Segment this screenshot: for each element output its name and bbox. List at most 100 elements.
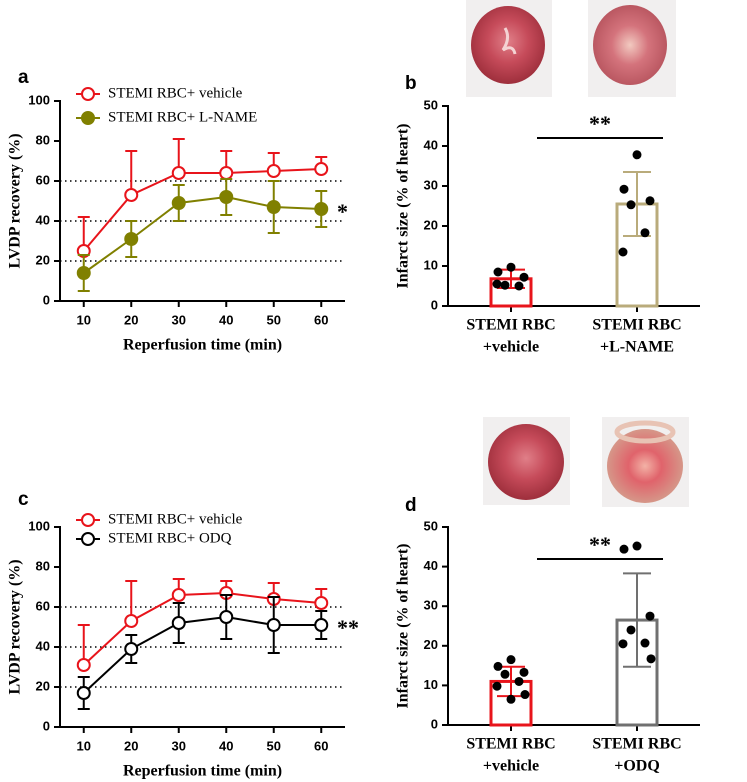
data-point [640,638,650,648]
marker [266,164,281,178]
error-bar [623,572,651,668]
data-point [506,262,516,272]
y-tick-label: 40 [424,558,438,573]
y-tick-label: 10 [424,677,438,692]
data-point [493,661,503,671]
marker [219,166,234,180]
marker [171,166,186,180]
marker [76,658,91,672]
y-tick-label: 50 [424,97,438,112]
x-tick-label: STEMI RBC [466,736,555,753]
panel-label: d [405,495,417,516]
y-tick-label: 20 [36,252,50,267]
marker [266,618,281,632]
y-tick-label: 20 [424,637,438,652]
x-tick-label: 40 [219,738,233,753]
series-line [83,591,322,666]
y-axis-label: LVDP recovery (%) [7,559,24,694]
y-axis-label: LVDP recovery (%) [7,133,24,268]
panel-label: b [405,73,417,94]
x-tick-label: +vehicle [483,758,539,775]
significance: ** [589,532,611,557]
data-point [506,694,516,704]
legend-marker [81,532,95,546]
error-bar [125,150,138,195]
x-tick-label: 50 [267,738,281,753]
y-tick-label: 80 [36,132,50,147]
x-tick-label: 30 [172,738,186,753]
data-point [619,544,629,554]
x-tick-label: 30 [172,312,186,327]
x-tick-label: 20 [124,312,138,327]
panel-label: c [18,489,29,510]
y-tick-label: 30 [424,598,438,613]
y-tick-label: 60 [36,172,50,187]
y-tick-label: 0 [431,716,438,731]
data-point [493,267,503,277]
data-point [619,184,629,194]
x-tick-label: 60 [314,312,328,327]
x-tick-label: 40 [219,312,233,327]
marker [124,232,139,246]
x-tick-label: 60 [314,738,328,753]
marker [219,610,234,624]
y-tick-label: 0 [43,292,50,307]
legend-marker [81,513,95,527]
data-point [645,611,655,621]
x-tick-label: 20 [124,738,138,753]
data-point [492,681,502,691]
data-point [645,196,655,206]
marker [124,188,139,202]
data-point [520,690,530,700]
legend-marker [81,111,95,125]
x-tick-label: STEMI RBC [592,317,681,334]
data-point [514,281,524,291]
x-axis-label: Reperfusion time (min) [123,337,282,354]
marker [314,618,329,632]
x-tick-label: +vehicle [483,339,539,356]
x-tick-label: +ODQ [614,758,660,775]
marker [76,266,91,280]
significance: * [337,199,348,224]
marker [124,614,139,628]
panel-label: a [18,67,29,88]
marker [76,686,91,700]
legend-label: STEMI RBC+ vehicle [108,85,243,101]
series-line [83,615,322,694]
x-tick-label: 10 [77,312,91,327]
heart-photos [466,0,689,507]
y-tick-label: 100 [28,92,50,107]
x-tick-label: STEMI RBC [592,736,681,753]
legend-label: STEMI RBC+ ODQ [108,530,232,546]
marker [314,596,329,610]
marker [171,196,186,210]
data-point [640,228,650,238]
data-point [632,150,642,160]
x-axis-label: Reperfusion time (min) [123,763,282,780]
data-point [500,669,510,679]
series-line [82,168,322,252]
x-tick-label: STEMI RBC [466,317,555,334]
y-tick-label: 60 [36,598,50,613]
marker [124,642,139,656]
data-point [519,667,529,677]
x-tick-label: 10 [77,738,91,753]
y-tick-label: 80 [36,558,50,573]
data-point [632,541,642,551]
legend-label: STEMI RBC+ vehicle [108,511,243,527]
marker [314,202,329,216]
y-tick-label: 20 [36,678,50,693]
y-tick-label: 100 [28,518,50,533]
y-tick-label: 50 [424,518,438,533]
y-tick-label: 40 [36,638,50,653]
data-point [618,639,628,649]
data-point [626,625,636,635]
y-tick-label: 40 [424,137,438,152]
x-tick-label: 50 [267,312,281,327]
marker [171,588,186,602]
marker [219,190,234,204]
y-tick-label: 0 [43,718,50,733]
y-tick-label: 30 [424,177,438,192]
y-tick-label: 40 [36,212,50,227]
